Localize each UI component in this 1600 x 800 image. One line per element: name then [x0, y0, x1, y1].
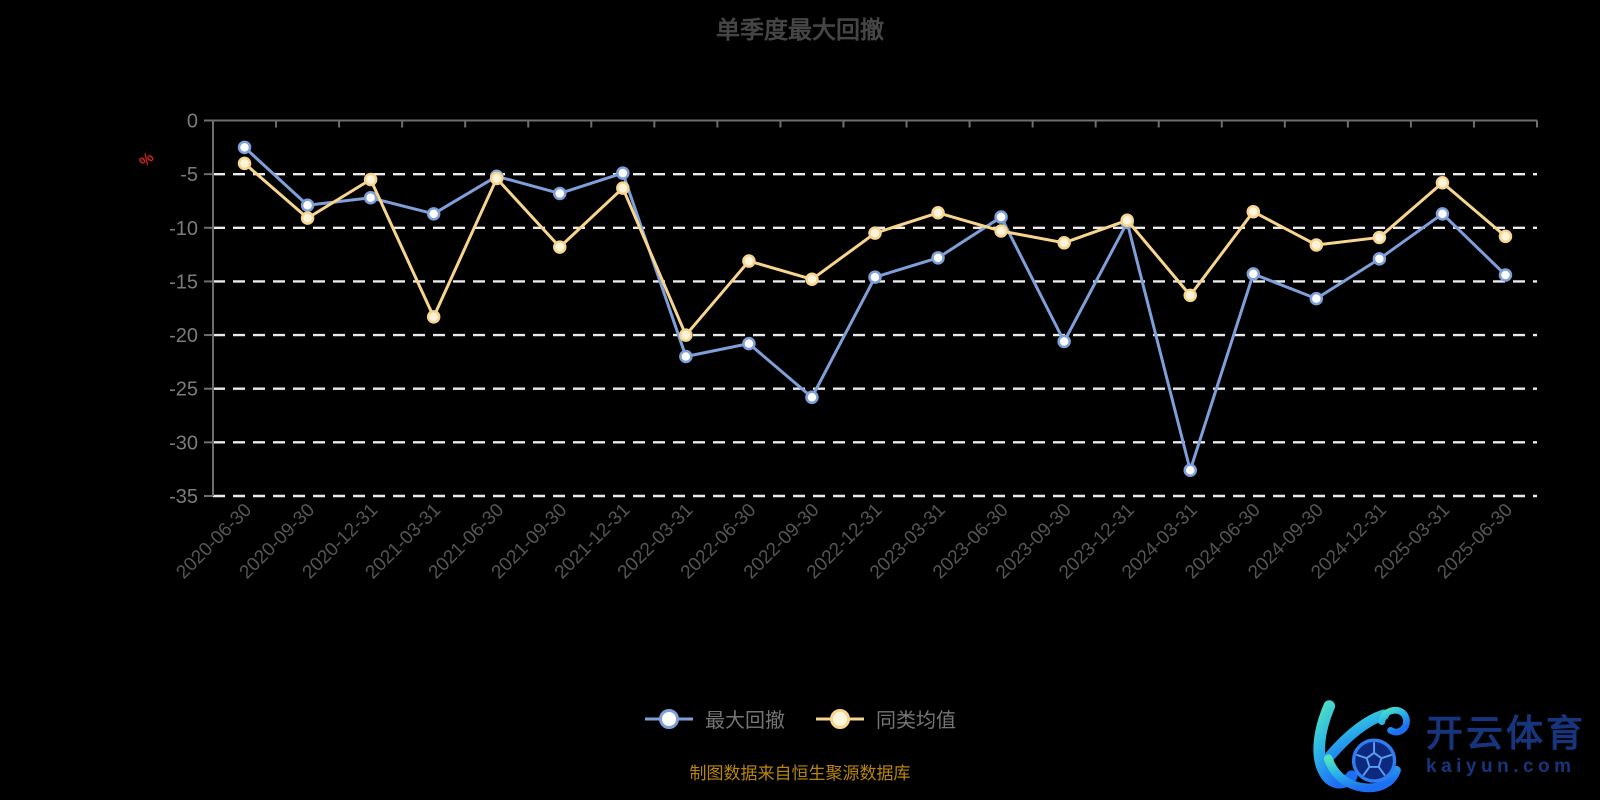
data-point [1498, 268, 1513, 282]
y-axis-label: -25 [169, 379, 198, 401]
data-point [994, 210, 1008, 224]
legend-label: 同类均值 [876, 710, 956, 732]
data-point [742, 254, 756, 268]
y-axis-label: 0 [187, 111, 198, 133]
data-point [553, 186, 567, 201]
data-point [237, 156, 252, 171]
data-point [1183, 288, 1197, 303]
data-point [363, 190, 378, 205]
data-point [426, 207, 441, 221]
watermark-text: 开云体育 kaiyun.com [1426, 712, 1586, 779]
y-axis-label: -20 [169, 325, 198, 347]
data-point [300, 211, 315, 225]
data-point [1120, 213, 1134, 228]
data-point [931, 206, 945, 220]
data-point [1246, 204, 1261, 219]
y-axis-label: -15 [169, 271, 198, 293]
data-point [1057, 334, 1071, 349]
data-source-note: 制图数据来自恒生聚源数据库 [689, 764, 911, 783]
data-point [868, 270, 882, 284]
data-point [1246, 267, 1261, 281]
y-axis-label: -10 [169, 218, 198, 240]
data-point [426, 310, 441, 324]
data-point [1498, 229, 1513, 244]
legend: 最大回撤 同类均值 [0, 704, 1600, 733]
y-axis-label: -35 [169, 486, 198, 508]
watermark: 开云体育 kaiyun.com [1302, 698, 1586, 794]
data-point [1309, 291, 1324, 306]
legend-item-max-drawdown[interactable]: 最大回撤 [644, 704, 785, 733]
data-point [994, 224, 1008, 238]
data-point [1309, 238, 1324, 252]
data-point [679, 349, 693, 364]
legend-item-category-average[interactable]: 同类均值 [815, 704, 956, 733]
data-point [616, 166, 630, 180]
y-axis-label: -30 [169, 432, 198, 454]
data-point [363, 172, 378, 187]
data-point [300, 198, 315, 213]
y-axis-label: -5 [180, 164, 198, 186]
data-point [1372, 252, 1387, 266]
data-point [931, 251, 945, 265]
kaiyun-logo-icon [1313, 700, 1410, 793]
data-point [742, 336, 756, 351]
data-point [237, 140, 252, 155]
data-point [679, 328, 693, 342]
legend-marker-line-circle-icon [816, 708, 864, 729]
data-point [868, 226, 882, 240]
data-point [805, 272, 819, 287]
data-point [1435, 175, 1450, 190]
data-point [1183, 463, 1197, 478]
legend-marker-line-circle-icon [645, 708, 693, 729]
series-line [243, 145, 1507, 472]
data-point [489, 171, 504, 186]
data-point [616, 181, 630, 195]
y-axis-unit-label: % [136, 149, 157, 170]
data-point [1435, 207, 1450, 221]
data-point [1057, 236, 1071, 250]
watermark-brand: 开云体育 [1426, 712, 1586, 754]
chart-title: 单季度最大回撤 [716, 17, 884, 44]
data-point [553, 240, 567, 254]
data-point [1372, 230, 1387, 245]
legend-label: 最大回撤 [705, 710, 785, 732]
data-point [805, 390, 819, 405]
watermark-domain: kaiyun.com [1426, 756, 1576, 778]
